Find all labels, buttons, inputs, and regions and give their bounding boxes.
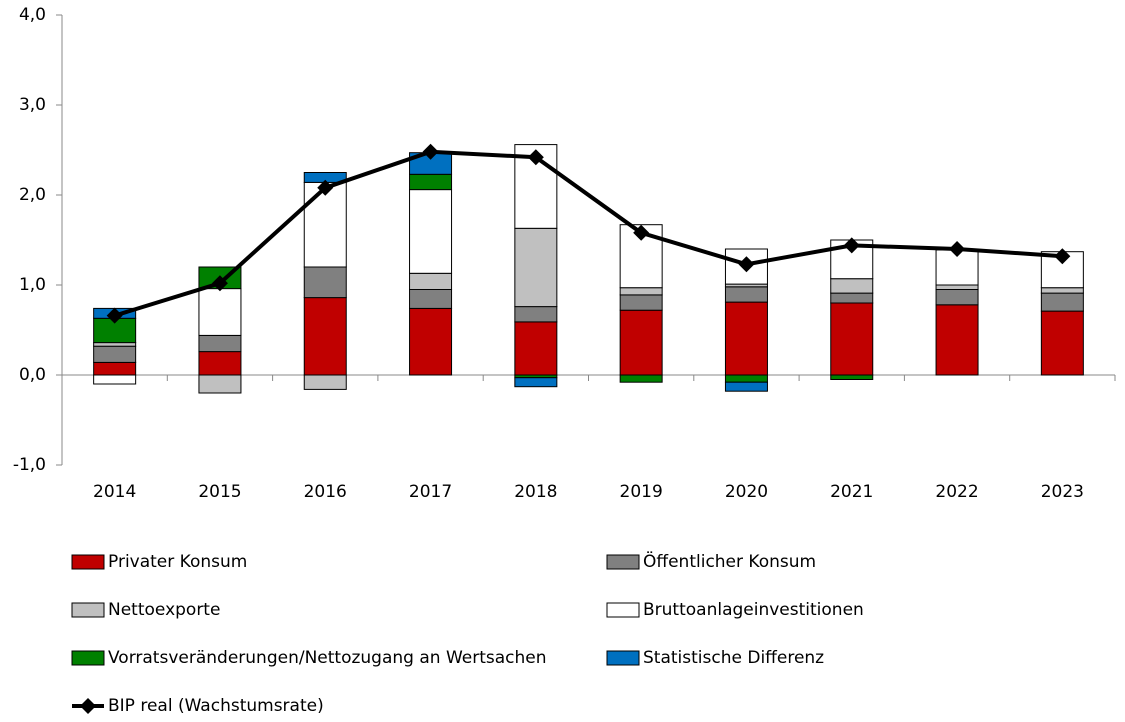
x-tick-label: 2022 [935, 482, 978, 502]
bar-segment [724, 381, 768, 392]
legend-swatch [71, 602, 105, 618]
bar-segment [198, 351, 242, 376]
bar-segment [409, 272, 453, 290]
bar-segment [303, 266, 347, 299]
legend-swatch [71, 650, 105, 666]
line-marker [949, 241, 966, 257]
bar-segment [303, 374, 347, 390]
y-tick-label: 0,0 [19, 365, 46, 385]
bar-segment [935, 289, 979, 306]
bar-segment [724, 301, 768, 376]
line-marker [211, 275, 228, 292]
bar-segment [1040, 310, 1084, 376]
bar-segment [830, 302, 874, 376]
bar-segment [514, 377, 558, 388]
bar-segment [830, 292, 874, 304]
legend-marker [80, 698, 96, 714]
x-tick-label: 2018 [514, 482, 557, 502]
bar-segment [619, 374, 663, 383]
bar-segment [935, 284, 979, 290]
line-marker [738, 256, 755, 273]
y-tick-label: 1,0 [19, 275, 46, 295]
legend-swatch [71, 554, 105, 570]
line-marker [527, 149, 544, 166]
x-tick-label: 2019 [620, 482, 663, 502]
legend-label: Nettoexporte [108, 600, 220, 620]
line-marker [317, 179, 334, 196]
bar-segment [93, 345, 137, 363]
x-tick-label: 2015 [198, 482, 241, 502]
bar-segment [198, 288, 242, 336]
bar-segment [409, 289, 453, 309]
line-marker [1054, 248, 1071, 265]
x-tick-label: 2016 [304, 482, 347, 502]
bar-segment [409, 173, 453, 191]
bar-segment [724, 286, 768, 303]
bar-segment [724, 374, 768, 383]
bar-segment [409, 189, 453, 274]
bar-segment [93, 361, 137, 376]
line-marker [422, 143, 439, 160]
y-tick-label: 2,0 [19, 185, 46, 205]
legend-label: Öffentlicher Konsum [643, 550, 816, 572]
x-tick-label: 2020 [725, 482, 768, 502]
legend-label: Bruttoanlageinvestitionen [643, 600, 864, 620]
bar-segment [93, 374, 137, 385]
bar-segment [619, 309, 663, 376]
bar-segment [409, 307, 453, 376]
x-tick-label: 2023 [1041, 482, 1084, 502]
bar-segment [303, 181, 347, 268]
bar-segment [830, 374, 874, 380]
bar-segment [619, 287, 663, 296]
legend-swatch [606, 602, 640, 618]
bar-segment [935, 304, 979, 376]
bar-segment [303, 297, 347, 376]
legend-swatch [606, 650, 640, 666]
legend-label: BIP real (Wachstumsrate) [108, 696, 324, 716]
y-tick-label: -1,0 [13, 455, 46, 475]
bar-segment [198, 374, 242, 394]
bar-segment [1040, 292, 1084, 312]
legend-label: Statistische Differenz [643, 648, 824, 668]
bar-segment [830, 278, 874, 294]
line-marker [633, 224, 650, 241]
bar-segment [1040, 287, 1084, 294]
line-marker [106, 307, 123, 324]
line [114, 149, 1063, 318]
y-tick-label: 3,0 [19, 95, 46, 115]
x-tick-label: 2014 [93, 482, 136, 502]
bar-segment [514, 306, 558, 323]
x-tick-label: 2017 [409, 482, 452, 502]
bar-segment [514, 321, 558, 376]
bar-segment [514, 227, 558, 308]
bar-segment [198, 334, 242, 353]
legend-label: Vorratsveränderungen/Nettozugang an Wert… [108, 648, 547, 668]
bar-segment [93, 342, 137, 347]
line-marker [843, 237, 860, 254]
y-tick-label: 4,0 [19, 5, 46, 25]
legend-swatch [606, 554, 640, 570]
x-tick-label: 2021 [830, 482, 873, 502]
legend-label: Privater Konsum [108, 552, 247, 572]
bar-segment [619, 294, 663, 311]
